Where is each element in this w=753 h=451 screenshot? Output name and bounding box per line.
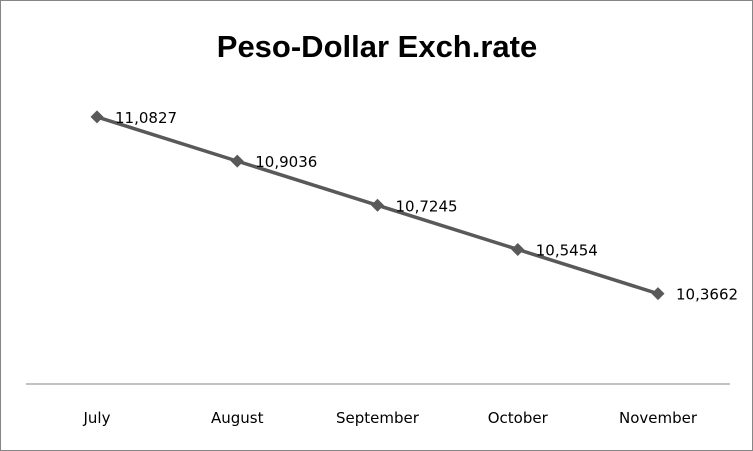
x-tick-label: November	[619, 409, 698, 427]
x-tick-label: October	[488, 409, 549, 427]
data-point-marker	[651, 287, 665, 301]
data-label: 10,9036	[255, 153, 317, 171]
data-point-marker	[230, 154, 244, 168]
x-tick-label: September	[336, 409, 420, 427]
data-label: 10,5454	[536, 241, 598, 259]
data-label: 10,7245	[396, 197, 458, 215]
data-point-marker	[90, 110, 104, 124]
data-point-marker	[511, 242, 525, 256]
data-label: 11,0827	[115, 109, 177, 127]
x-tick-label: August	[211, 409, 264, 427]
data-point-marker	[371, 198, 384, 212]
data-label: 10,3662	[676, 286, 738, 304]
chart-title: Peso-Dollar Exch.rate	[217, 29, 537, 64]
x-tick-label: July	[83, 409, 111, 427]
